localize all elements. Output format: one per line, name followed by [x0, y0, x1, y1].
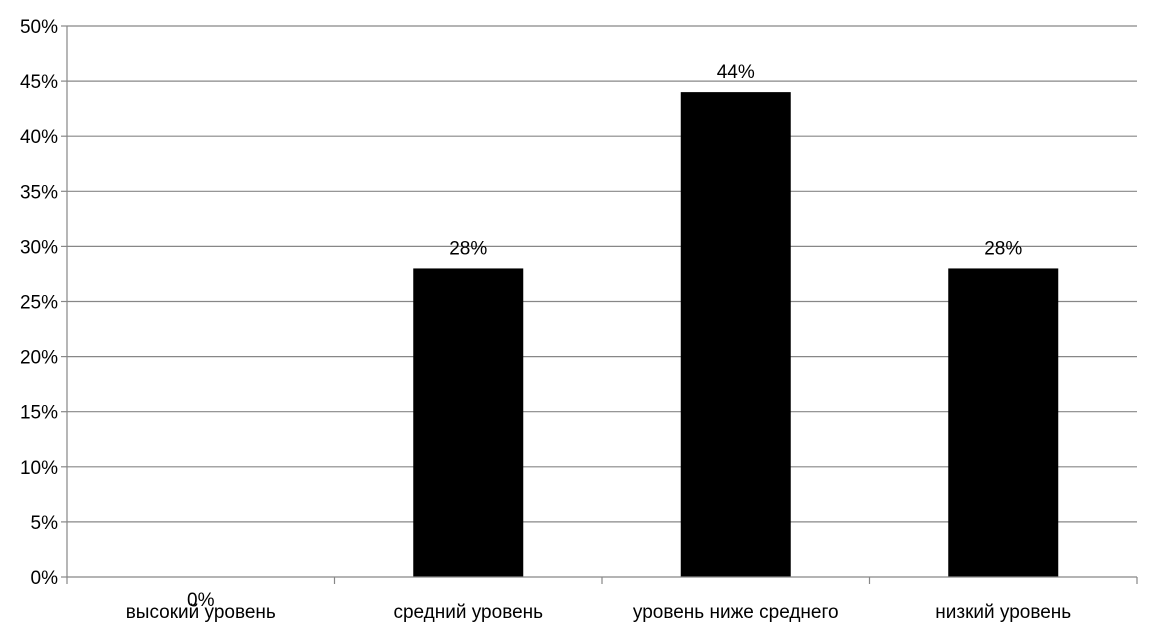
- bar: [680, 92, 791, 578]
- y-tick-label: 50%: [20, 17, 58, 38]
- category-label: уровень ниже среднего: [633, 602, 839, 623]
- y-tick-label: 40%: [20, 127, 58, 148]
- category-labels: высокий уровень средний уровень уровень ни…: [126, 602, 1072, 623]
- data-label: 28%: [449, 238, 487, 259]
- bars: [413, 92, 1059, 578]
- y-tick-label: 20%: [20, 348, 58, 369]
- y-tick-label: 10%: [20, 458, 58, 479]
- y-tick-label: 45%: [20, 72, 58, 93]
- bar: [413, 268, 524, 577]
- data-labels: 0% 28% 44% 28%: [187, 62, 1022, 611]
- bar: [948, 268, 1059, 577]
- y-tick-label: 5%: [31, 513, 59, 534]
- x-axis-ticks: [66, 577, 1138, 584]
- y-tick-label: 25%: [20, 293, 58, 314]
- data-label: 44%: [717, 62, 755, 83]
- y-tick-label: 30%: [20, 237, 58, 258]
- category-label: низкий уровень: [935, 602, 1071, 623]
- category-label: средний уровень: [393, 602, 543, 623]
- y-axis-ticks: 0% 5% 10% 15% 20% 25% 30% 35% 40% 45% 50%: [20, 17, 67, 589]
- category-label: высокий уровень: [126, 602, 276, 623]
- y-tick-label: 15%: [20, 403, 58, 424]
- y-tick-label: 35%: [20, 182, 58, 203]
- data-label: 28%: [984, 238, 1022, 259]
- data-label: 0%: [187, 590, 215, 611]
- gridlines: [67, 25, 1137, 523]
- y-tick-label: 0%: [31, 568, 59, 589]
